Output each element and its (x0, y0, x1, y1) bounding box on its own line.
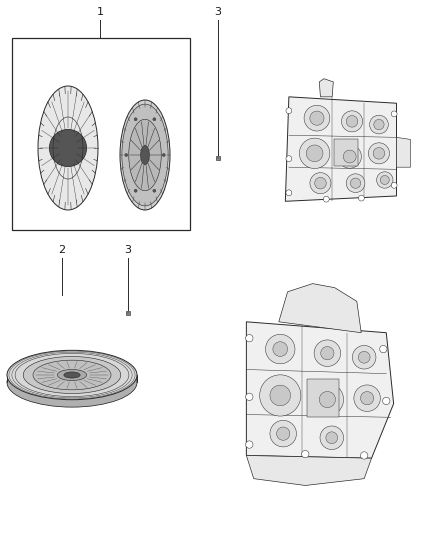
Ellipse shape (7, 358, 137, 407)
Circle shape (134, 189, 137, 192)
Circle shape (310, 111, 324, 125)
Circle shape (374, 119, 384, 130)
Bar (12, 38, 190, 230)
Circle shape (370, 115, 389, 134)
Circle shape (246, 335, 253, 342)
Circle shape (373, 148, 385, 159)
Circle shape (314, 177, 326, 189)
Circle shape (360, 452, 368, 459)
Circle shape (162, 154, 165, 157)
Circle shape (270, 421, 297, 447)
Circle shape (321, 346, 334, 360)
Ellipse shape (129, 119, 161, 191)
Bar (126, 311, 130, 315)
Circle shape (358, 195, 364, 201)
Circle shape (273, 342, 288, 357)
Bar (307, 379, 339, 417)
Circle shape (246, 441, 253, 448)
Circle shape (382, 397, 390, 405)
Circle shape (153, 118, 156, 121)
Bar (216, 156, 220, 160)
Text: 2: 2 (58, 245, 66, 255)
Ellipse shape (33, 360, 111, 390)
Ellipse shape (23, 357, 121, 393)
Polygon shape (246, 322, 394, 458)
Circle shape (286, 108, 292, 114)
Circle shape (265, 334, 295, 364)
Circle shape (380, 175, 389, 184)
Circle shape (319, 391, 336, 408)
Circle shape (323, 196, 329, 202)
Ellipse shape (38, 86, 98, 210)
Circle shape (246, 393, 253, 400)
Circle shape (350, 178, 361, 188)
Text: 3: 3 (124, 245, 131, 255)
Circle shape (346, 174, 365, 192)
Circle shape (346, 116, 358, 127)
Circle shape (300, 138, 330, 168)
Bar (335, 140, 358, 166)
Circle shape (353, 345, 376, 369)
Circle shape (343, 150, 356, 163)
Circle shape (354, 385, 380, 411)
Circle shape (276, 427, 290, 440)
Circle shape (153, 189, 156, 192)
Circle shape (125, 154, 128, 157)
Ellipse shape (64, 372, 80, 378)
Circle shape (320, 426, 343, 449)
Polygon shape (396, 138, 410, 167)
Text: 3: 3 (215, 7, 222, 17)
Ellipse shape (57, 369, 87, 381)
Circle shape (286, 190, 292, 196)
Circle shape (391, 182, 397, 188)
Circle shape (311, 383, 343, 416)
Circle shape (368, 143, 389, 164)
Circle shape (358, 351, 370, 363)
Polygon shape (285, 97, 396, 201)
Circle shape (270, 385, 290, 406)
Circle shape (134, 118, 137, 121)
Polygon shape (246, 456, 371, 486)
Circle shape (391, 111, 397, 117)
Text: 1: 1 (96, 7, 103, 17)
Ellipse shape (120, 100, 170, 210)
Circle shape (286, 156, 292, 161)
Circle shape (306, 145, 323, 161)
Polygon shape (279, 284, 361, 333)
Circle shape (49, 130, 87, 167)
Circle shape (377, 172, 393, 188)
Circle shape (302, 450, 309, 458)
Ellipse shape (7, 350, 137, 400)
Circle shape (314, 340, 341, 366)
Circle shape (326, 432, 338, 443)
Circle shape (342, 111, 363, 132)
Circle shape (380, 345, 387, 353)
Circle shape (338, 145, 361, 168)
Circle shape (310, 173, 331, 193)
Circle shape (360, 392, 374, 405)
Circle shape (304, 106, 330, 131)
Ellipse shape (141, 146, 149, 165)
Ellipse shape (122, 104, 168, 206)
Polygon shape (319, 79, 333, 97)
Circle shape (260, 375, 301, 416)
